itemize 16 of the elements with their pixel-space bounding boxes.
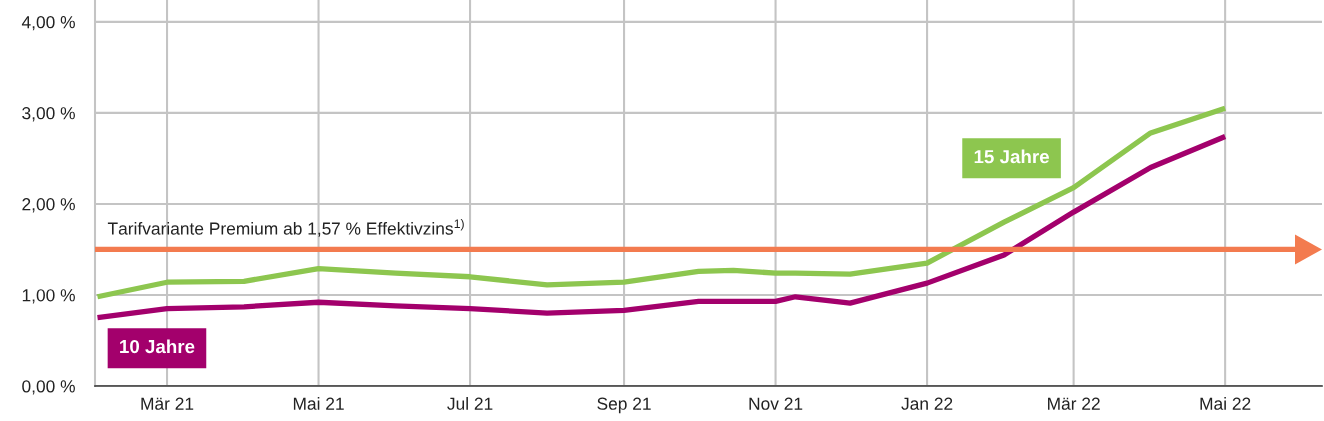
series-label: 10 Jahre — [120, 339, 195, 354]
x-tick-label: Mär 22 — [1048, 397, 1100, 410]
y-tick-label: 1,00 % — [22, 289, 75, 304]
x-tick-label: Mär 21 — [141, 397, 194, 410]
x-tick-label: Sep 21 — [597, 397, 651, 414]
x-tick-label: Mai 21 — [293, 397, 344, 410]
x-tick-label: Jul 21 — [447, 397, 493, 410]
series-label: 15 Jahre — [974, 149, 1049, 164]
y-tick-label: 4,00 % — [21, 16, 75, 31]
x-tick-label: Jan 22 — [901, 397, 953, 410]
x-tick-label: Mai 22 — [1200, 397, 1251, 410]
x-tick-label: Nov 21 — [749, 397, 803, 410]
y-tick-label: 3,00 % — [22, 107, 75, 122]
y-tick-label: 0,00 % — [22, 380, 75, 395]
y-tick-label: 2,00 % — [22, 198, 75, 213]
ref-line-label: Tarifvariante Premium ab 1,57 % Effektivzins$^{1)}$ — [107, 219, 464, 237]
